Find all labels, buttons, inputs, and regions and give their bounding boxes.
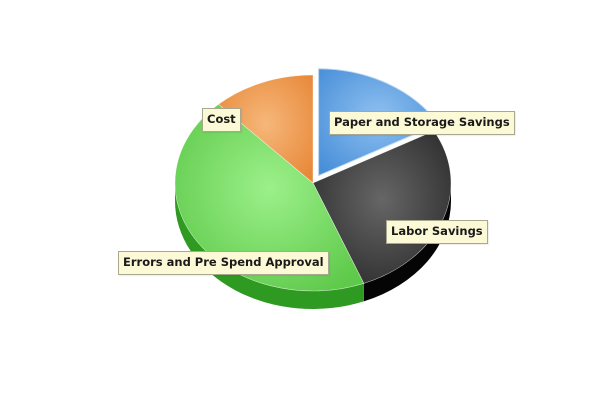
slice-label-1: Paper and Storage Savings [329,111,515,135]
slice-label-3: Errors and Pre Spend Approval [118,251,329,275]
slice-label-2: Labor Savings [386,220,488,244]
pie-slice-4[interactable] [218,74,314,184]
pie-slice-side-3 [175,183,364,309]
pie-slice-3[interactable] [174,103,365,292]
pie-top-layer [174,67,452,292]
pie-slice-2[interactable] [312,130,452,284]
slice-label-4: Cost [202,108,241,132]
